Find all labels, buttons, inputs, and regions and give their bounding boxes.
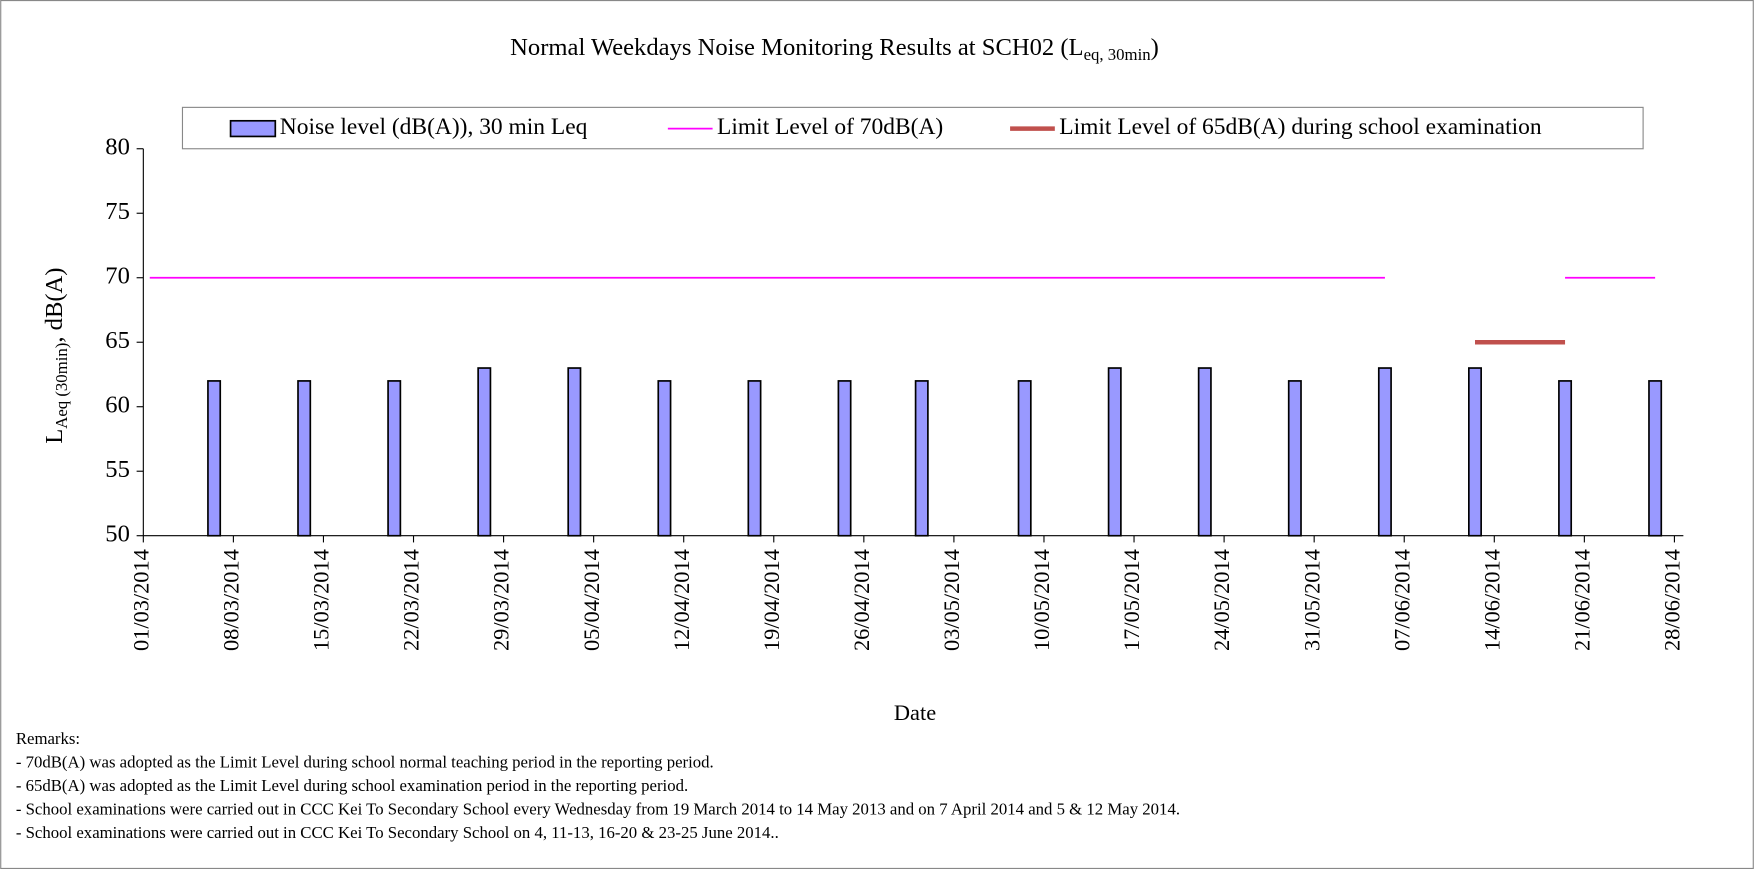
remark-line: - School examinations were carried out i… <box>16 823 779 842</box>
bar <box>207 380 222 537</box>
legend-swatch <box>229 119 277 138</box>
bar <box>567 367 582 537</box>
y-tick-label: 65 <box>105 327 130 354</box>
remark-line: - School examinations were carried out i… <box>16 800 1180 819</box>
x-tick-label: 28/06/2014 <box>1660 549 1685 651</box>
title-sub: eq, 30min <box>1084 45 1152 64</box>
x-tick-label: 12/04/2014 <box>669 549 694 651</box>
x-tick-label: 08/03/2014 <box>219 549 244 651</box>
legend-label: Limit Level of 70dB(A) <box>717 114 943 140</box>
bar <box>1377 367 1392 537</box>
y-label-sub: Aeq (30min) <box>52 343 71 429</box>
x-tick-label: 17/05/2014 <box>1119 549 1144 651</box>
x-tick-label: 22/03/2014 <box>399 549 424 651</box>
remark-line: - 65dB(A) was adopted as the Limit Level… <box>16 776 688 795</box>
x-tick-label: 07/06/2014 <box>1389 549 1414 651</box>
y-tick-label: 80 <box>105 133 130 160</box>
bar <box>914 380 929 537</box>
x-tick-label: 03/05/2014 <box>939 549 964 651</box>
y-tick-label: 55 <box>105 456 130 483</box>
y-label-end: , dB(A) <box>41 267 68 342</box>
x-tick-label: 01/03/2014 <box>128 549 153 651</box>
x-tick-label: 05/04/2014 <box>579 549 604 651</box>
y-axis-label: LAeq (30min), dB(A) <box>41 267 71 443</box>
remark-line: Remarks: <box>16 729 80 748</box>
bar <box>1287 380 1302 537</box>
x-tick-label: 24/05/2014 <box>1209 549 1234 651</box>
legend <box>181 106 1644 150</box>
bar <box>297 380 312 537</box>
y-tick-label: 60 <box>105 391 130 418</box>
bar <box>1107 367 1122 537</box>
y-tick-label: 70 <box>105 262 130 289</box>
bar <box>477 367 492 537</box>
bar <box>1468 367 1482 537</box>
x-tick-label: 31/05/2014 <box>1299 549 1324 651</box>
bar <box>657 380 672 537</box>
x-tick-label: 10/05/2014 <box>1029 549 1054 651</box>
x-tick-label: 14/06/2014 <box>1479 549 1504 651</box>
bar <box>747 380 762 537</box>
chart-title: Normal Weekdays Noise Monitoring Results… <box>510 34 1159 64</box>
bar <box>837 380 852 537</box>
legend-label: Limit Level of 65dB(A) during school exa… <box>1059 114 1542 140</box>
x-axis-label: Date <box>894 700 936 725</box>
y-label-main: L <box>41 429 68 444</box>
bar <box>387 380 402 537</box>
bar <box>1558 380 1573 537</box>
remark-line: - 70dB(A) was adopted as the Limit Level… <box>16 753 714 772</box>
title-main: Normal Weekdays Noise Monitoring Results… <box>510 34 1083 61</box>
legend-label: Noise level (dB(A)), 30 min Leq <box>280 114 588 140</box>
remarks: Remarks: - 70dB(A) was adopted as the Lim… <box>16 729 1180 842</box>
x-tick-label: 19/04/2014 <box>759 549 784 651</box>
y-tick-label: 50 <box>105 520 130 547</box>
title-end: ) <box>1151 34 1159 61</box>
y-tick-label: 75 <box>105 198 130 225</box>
bar <box>1017 380 1032 537</box>
x-tick-label: 26/04/2014 <box>849 549 874 651</box>
bar <box>1648 380 1663 537</box>
x-tick-label: 29/03/2014 <box>489 549 514 651</box>
x-tick-label: 15/03/2014 <box>309 549 334 651</box>
bar <box>1197 367 1212 537</box>
x-tick-label: 21/06/2014 <box>1569 549 1594 651</box>
